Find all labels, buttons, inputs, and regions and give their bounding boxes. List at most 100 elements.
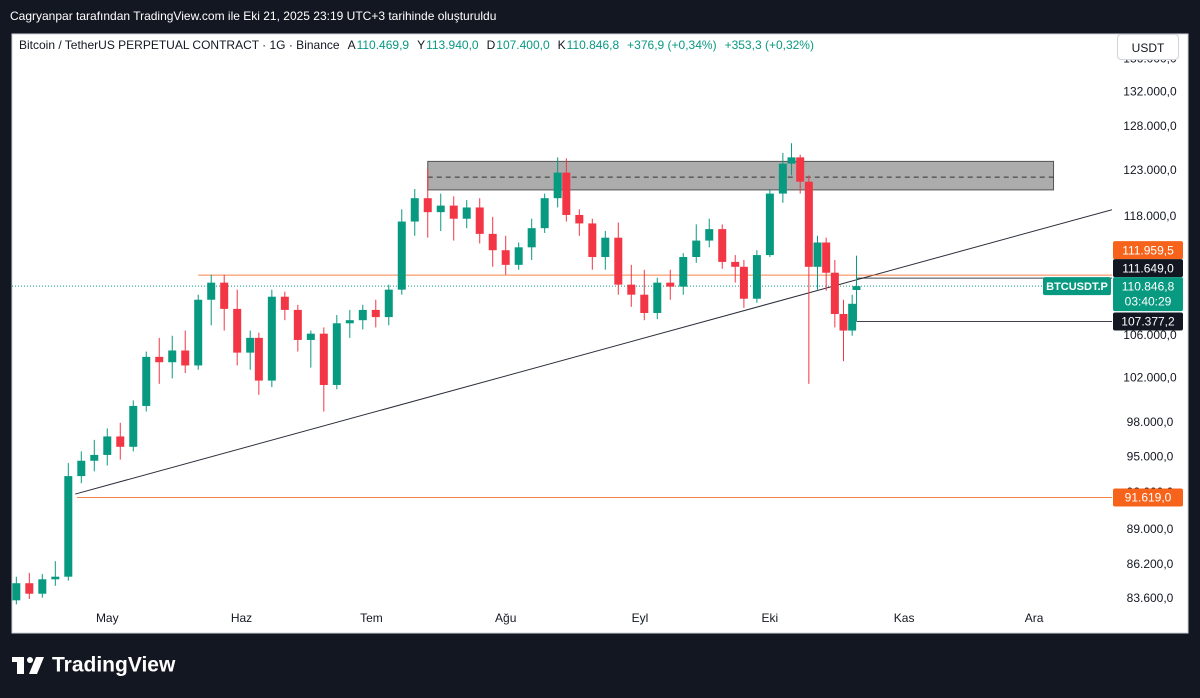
legend-value: 113.940,0 bbox=[426, 38, 479, 52]
candle-body bbox=[293, 309, 302, 340]
candle-body bbox=[739, 266, 748, 299]
logo-part bbox=[29, 657, 44, 674]
y-tick-label: 89.000,0 bbox=[1127, 522, 1174, 536]
y-tick-label: 106.000,0 bbox=[1123, 328, 1177, 342]
candle-body bbox=[371, 309, 380, 318]
candle-body bbox=[12, 583, 21, 601]
x-tick-label: Ara bbox=[1025, 611, 1044, 625]
candle-body bbox=[397, 221, 406, 290]
logo-part bbox=[27, 657, 33, 663]
candle-body bbox=[254, 337, 263, 381]
x-tick-label: May bbox=[96, 611, 119, 625]
currency-button[interactable]: USDT bbox=[1117, 34, 1179, 60]
symbol-label: BTCUSDT.P bbox=[1046, 281, 1108, 293]
price-tag-label: 107.377,2 bbox=[1121, 315, 1175, 329]
candle-body bbox=[410, 198, 419, 222]
candle-body bbox=[653, 282, 662, 313]
candle-body bbox=[168, 350, 177, 363]
candle-body bbox=[752, 255, 761, 299]
candle-body bbox=[718, 229, 727, 262]
candle-body bbox=[436, 205, 445, 213]
legend-change: +376,9 (+0,34%) bbox=[627, 38, 717, 52]
candle-body bbox=[462, 207, 471, 219]
candle-body bbox=[345, 320, 354, 324]
candle-body bbox=[103, 436, 112, 455]
candle-body bbox=[25, 583, 34, 594]
candle-body bbox=[423, 198, 432, 213]
y-tick-label: 98.000,0 bbox=[1127, 415, 1174, 429]
candle-body bbox=[640, 294, 649, 313]
candle-body bbox=[194, 299, 203, 366]
candle-body bbox=[306, 333, 315, 340]
candle-body bbox=[627, 284, 636, 295]
candle-body bbox=[778, 163, 787, 194]
candle-body bbox=[514, 247, 523, 265]
header-bar bbox=[0, 0, 1200, 34]
candle-body bbox=[852, 286, 861, 290]
chart-panel bbox=[11, 33, 1189, 634]
candle-body bbox=[129, 405, 138, 447]
y-tick-label: 128.000,0 bbox=[1123, 119, 1177, 133]
price-tag-label: 91.619,0 bbox=[1125, 491, 1172, 505]
y-tick-label: 83.600,0 bbox=[1127, 591, 1174, 605]
candle-body bbox=[384, 289, 393, 318]
legend-value: 110.469,9 bbox=[356, 38, 410, 52]
candle-body bbox=[813, 242, 822, 267]
legend-key: A bbox=[347, 38, 356, 52]
candle-body bbox=[77, 460, 86, 477]
resistance-zone bbox=[427, 160, 1055, 191]
legend-key: Y bbox=[417, 38, 426, 52]
candle-body bbox=[796, 157, 805, 182]
candle-body bbox=[666, 282, 675, 287]
legend-change: +353,3 (+0,32%) bbox=[724, 38, 814, 52]
y-tick-label: 102.000,0 bbox=[1123, 371, 1177, 385]
x-tick-label: Haz bbox=[231, 611, 252, 625]
candle-body bbox=[614, 237, 623, 285]
candle-body bbox=[233, 308, 242, 353]
legend-key: D bbox=[486, 38, 496, 52]
brand: TradingView bbox=[52, 654, 176, 677]
logo bbox=[12, 657, 44, 674]
price-tag bbox=[1113, 488, 1183, 507]
candle-body bbox=[575, 214, 584, 224]
current-price-tag bbox=[1113, 277, 1183, 312]
countdown: 03:40:29 bbox=[1125, 294, 1172, 308]
current-price-label: 110.846,8 bbox=[1122, 279, 1175, 293]
legend-key: K bbox=[557, 38, 566, 52]
x-tick-label: Eki bbox=[762, 611, 779, 625]
price-tag-label: 111.959,5 bbox=[1122, 243, 1174, 257]
symbol-tag bbox=[1043, 277, 1111, 296]
candle-body bbox=[207, 282, 216, 300]
x-tick-label: Tem bbox=[360, 611, 383, 625]
candle-body bbox=[731, 261, 740, 267]
candle-body bbox=[332, 323, 341, 385]
header-text: Cagryanpar tarafından TradingView.com il… bbox=[10, 9, 496, 23]
candle-body bbox=[848, 303, 857, 331]
candle-body bbox=[267, 296, 276, 381]
y-tick-label: 123.000,0 bbox=[1123, 163, 1177, 177]
legend-value: 110.846,8 bbox=[566, 38, 620, 52]
candle-body bbox=[38, 579, 47, 594]
legend: Bitcoin / TetherUS PERPETUAL CONTRACT · … bbox=[19, 38, 822, 52]
candle-body bbox=[588, 223, 597, 258]
candle-body bbox=[90, 454, 99, 461]
legend-value: 107.400,0 bbox=[496, 38, 550, 52]
candle-body bbox=[475, 207, 484, 234]
candle-body bbox=[64, 476, 73, 577]
y-tick-label: 86.200,0 bbox=[1127, 557, 1174, 571]
price-tag-label: 111.649,0 bbox=[1122, 261, 1174, 275]
candle-body bbox=[692, 240, 701, 258]
candle-body bbox=[822, 242, 831, 273]
price-tag bbox=[1113, 259, 1183, 278]
y-tick-label: 95.000,0 bbox=[1127, 449, 1174, 463]
candle-body bbox=[553, 172, 562, 199]
x-tick-label: Kas bbox=[894, 611, 915, 625]
candle-body bbox=[787, 157, 796, 164]
candle-body bbox=[501, 250, 510, 265]
candle-body bbox=[449, 205, 458, 219]
candle-body bbox=[830, 272, 839, 315]
candle-body bbox=[562, 172, 571, 215]
candle-body bbox=[181, 350, 190, 366]
x-tick-label: Ağu bbox=[495, 611, 516, 625]
